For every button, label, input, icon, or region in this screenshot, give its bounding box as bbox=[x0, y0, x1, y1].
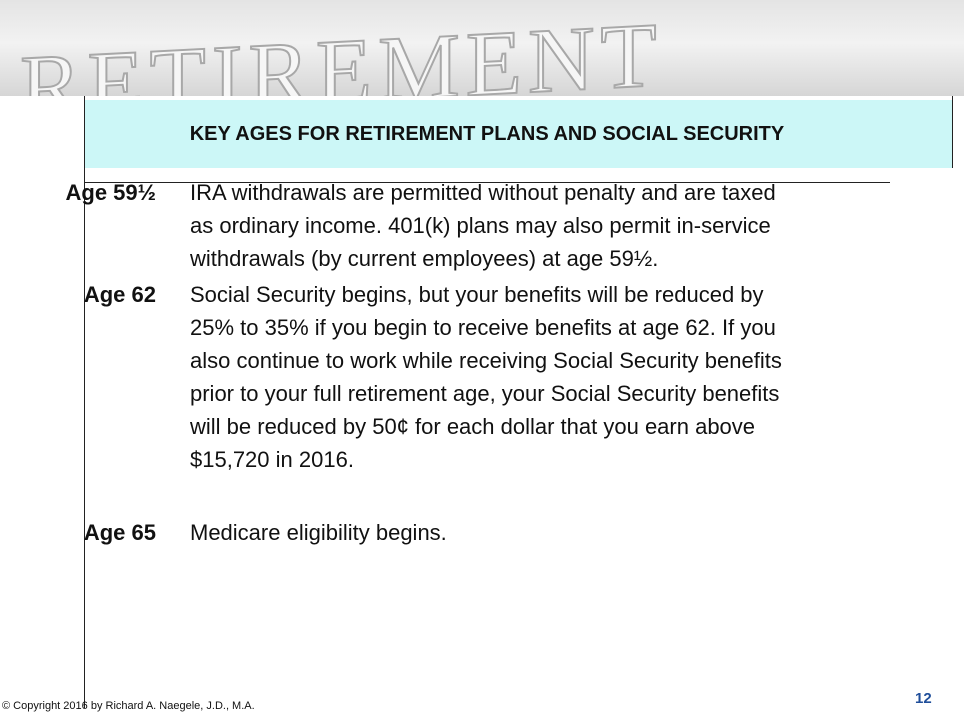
description-line: as ordinary income. 401(k) plans may als… bbox=[190, 213, 771, 238]
description-line: $15,720 in 2016. bbox=[190, 447, 354, 472]
description-line: IRA withdrawals are permitted without pe… bbox=[190, 180, 776, 205]
description-line: withdrawals (by current employees) at ag… bbox=[190, 246, 659, 271]
age-label: Age 65 bbox=[83, 520, 156, 545]
description-line: Medicare eligibility begins. bbox=[190, 520, 447, 545]
banner: RETIREMENT bbox=[0, 0, 964, 96]
description-line: 25% to 35% if you begin to receive benef… bbox=[190, 315, 776, 340]
right-border bbox=[952, 96, 953, 168]
copyright: © Copyright 2016 by Richard A. Naegele, … bbox=[2, 700, 255, 712]
title-box bbox=[84, 100, 952, 168]
banner-text: RETIREMENT bbox=[19, 2, 664, 96]
description-line: will be reduced by 50¢ for each dollar t… bbox=[190, 414, 756, 439]
title: KEY AGES FOR RETIREMENT PLANS AND SOCIAL… bbox=[189, 123, 785, 145]
age-label: Age 62 bbox=[83, 282, 156, 307]
age-label: Age 59½ bbox=[65, 180, 157, 205]
description-line: also continue to work while receiving So… bbox=[190, 348, 782, 373]
description-line: prior to your full retirement age, your … bbox=[190, 381, 780, 406]
left-border bbox=[84, 96, 85, 708]
title-rule bbox=[84, 182, 890, 183]
description-line: Social Security begins, but your benefit… bbox=[190, 282, 764, 307]
page-number: 12 bbox=[915, 690, 932, 707]
